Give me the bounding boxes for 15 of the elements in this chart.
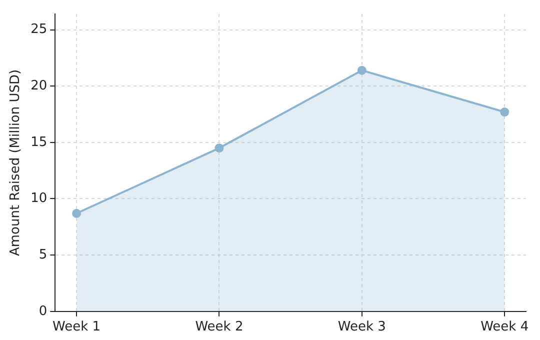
point [72,208,82,218]
point [214,144,224,153]
x-tick-label: Week 2 [195,320,244,335]
point [500,108,510,117]
y-tick-label: 0 [38,304,48,319]
y-tick-label: 5 [38,247,48,262]
y-tick-label: 15 [30,134,48,150]
x-tick-label: Week 3 [338,320,386,335]
y-tick-label: 20 [30,78,48,94]
point [357,66,366,75]
x-tick-label: Week 1 [52,320,101,335]
y-tick-label: 25 [30,22,48,38]
x-tick-label: Week 4 [480,320,529,335]
y-tick-label: 10 [30,191,48,206]
y-axis-title: Amount Raised (Million USD) [8,69,24,256]
